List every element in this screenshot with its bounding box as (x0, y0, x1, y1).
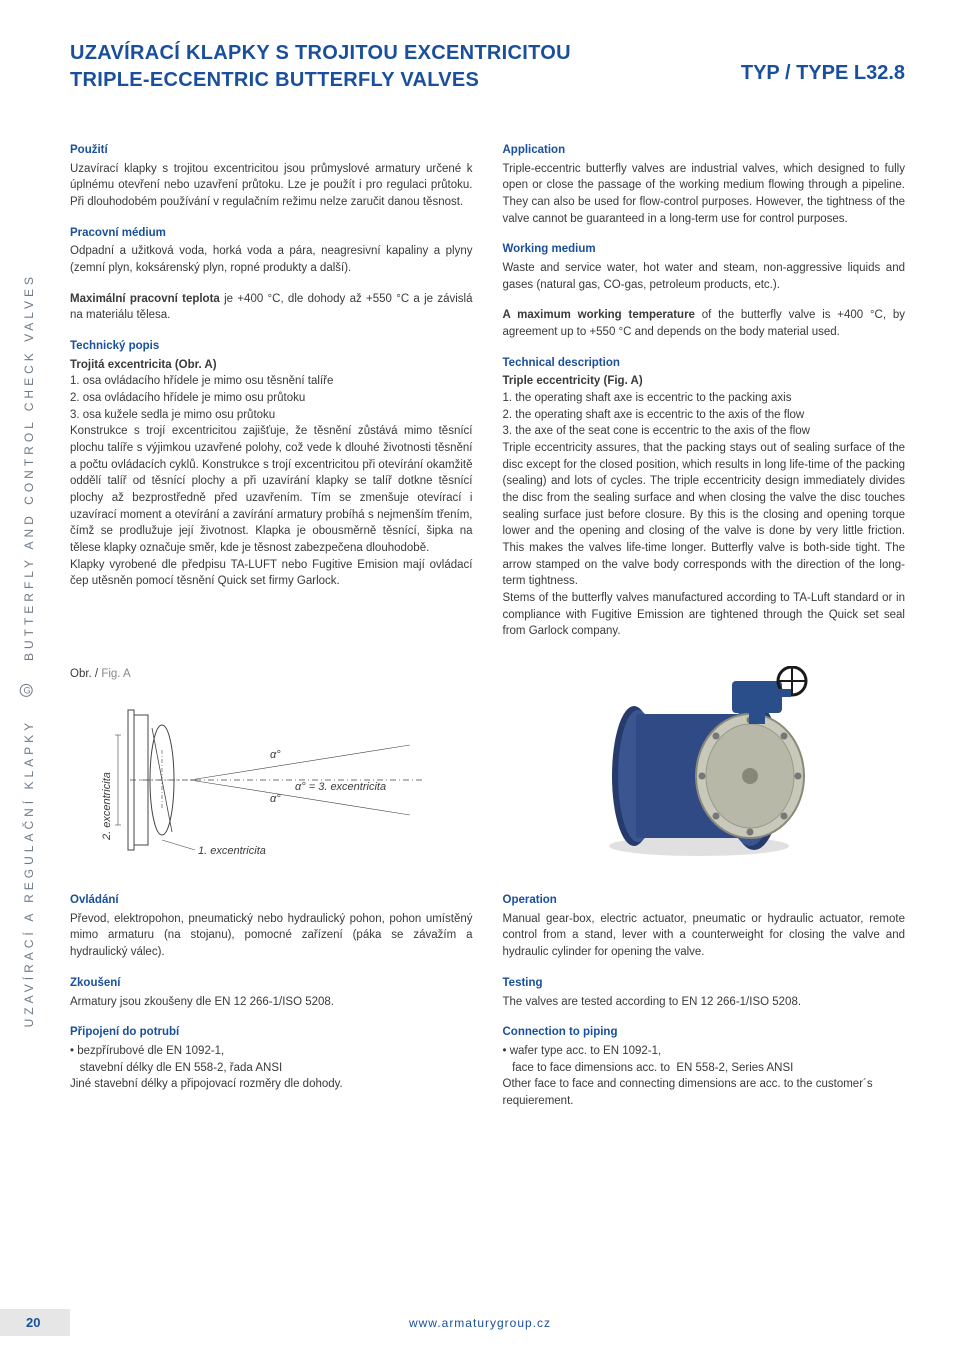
eccentricity-diagram: α° α° α° = 3. excentricita 1. excentrici… (70, 690, 430, 860)
heading-connection: Connection to piping (503, 1024, 906, 1041)
popis-item-3: 3. osa kužele sedla je mimo osu průtoku (70, 407, 473, 424)
pripojeni-2: stavební délky dle EN 558-2, řada ANSI (70, 1060, 473, 1077)
text-medium-en: Waste and service water, hot water and s… (503, 260, 906, 293)
connection-1: • wafer type acc. to EN 1092-1, (503, 1043, 906, 1060)
figure-row: Obr. / Fig. A α° α° (70, 666, 905, 866)
desc-taluft: Stems of the butterfly valves manufactur… (503, 590, 906, 640)
text-teplota: Maximální pracovní teplota je +400 °C, d… (70, 291, 473, 324)
svg-text:2. excentricita: 2. excentricita (101, 772, 113, 841)
text-pouziti: Uzavírací klapky s trojitou excentricito… (70, 161, 473, 211)
footer-url: www.armaturygroup.cz (0, 1316, 960, 1330)
desc-item-2: 2. the operating shaft axe is eccentric … (503, 407, 906, 424)
page-footer: 20 www.armaturygroup.cz (0, 1309, 960, 1336)
diagram-box: Obr. / Fig. A α° α° (70, 668, 473, 865)
heading-pripojeni: Připojení do potrubí (70, 1024, 473, 1041)
text-medium-cz: Odpadní a užitková voda, horká voda a pá… (70, 243, 473, 276)
column-english: Application Triple-eccentric butterfly v… (503, 142, 906, 640)
type-label: TYP / TYPE L32.8 (741, 62, 905, 85)
text-ovladani: Převod, elektropohon, pneumatický nebo h… (70, 911, 473, 961)
connection-3: Other face to face and connecting dimens… (503, 1076, 906, 1109)
heading-testing: Testing (503, 975, 906, 992)
figure-caption: Obr. / Fig. A (70, 668, 473, 680)
svg-text:1. excentricita: 1. excentricita (198, 845, 266, 857)
desc-item-1: 1. the operating shaft axe is eccentric … (503, 390, 906, 407)
heading-application: Application (503, 142, 906, 159)
svg-text:α°: α° (270, 793, 281, 805)
text-temp: A maximum working temperature of the but… (503, 307, 906, 340)
lower-column-english: Operation Manual gear-box, electric actu… (503, 892, 906, 1109)
heading-medium-en: Working medium (503, 241, 906, 258)
svg-text:α° = 3. excentricita: α° = 3. excentricita (295, 781, 386, 793)
pripojeni-3: Jiné stavební délky a připojovací rozměr… (70, 1076, 473, 1093)
sub-popis: Trojitá excentricita (Obr. A) (70, 357, 473, 374)
lower-columns: Ovládání Převod, elektropohon, pneumatic… (70, 892, 905, 1109)
heading-zkouseni: Zkoušení (70, 975, 473, 992)
heading-popis: Technický popis (70, 338, 473, 355)
desc-body: Triple eccentricity assures, that the pa… (503, 440, 906, 590)
desc-item-3: 3. the axe of the seat cone is eccentric… (503, 423, 906, 440)
valve-photo (503, 666, 906, 866)
text-application: Triple-eccentric butterfly valves are in… (503, 161, 906, 228)
popis-item-1: 1. osa ovládacího hřídele je mimo osu tě… (70, 373, 473, 390)
lower-column-czech: Ovládání Převod, elektropohon, pneumatic… (70, 892, 473, 1109)
vertical-side-label: UZAVÍRACÍ A REGULAČNÍ KLAPKY G BUTTERFLY… (14, 200, 42, 1100)
text-testing: The valves are tested according to EN 12… (503, 994, 906, 1011)
heading-desc: Technical description (503, 355, 906, 372)
pripojeni-1: • bezpřírubové dle EN 1092-1, (70, 1043, 473, 1060)
svg-text:G: G (24, 685, 34, 695)
text-zkouseni: Armatury jsou zkoušeny dle EN 12 266-1/I… (70, 994, 473, 1011)
heading-medium-cz: Pracovní médium (70, 225, 473, 242)
heading-ovladani: Ovládání (70, 892, 473, 909)
svg-text:α°: α° (270, 749, 281, 761)
sub-desc: Triple eccentricity (Fig. A) (503, 373, 906, 390)
popis-item-2: 2. osa ovládacího hřídele je mimo osu pr… (70, 390, 473, 407)
connection-2: face to face dimensions acc. to EN 558-2… (503, 1060, 906, 1077)
popis-taluft: Klapky vyrobené dle předpisu TA-LUFT neb… (70, 557, 473, 590)
page-header: UZAVÍRACÍ KLAPKY S TROJITOU EXCENTRICITO… (70, 40, 905, 94)
body-columns: Použití Uzavírací klapky s trojitou exce… (70, 142, 905, 640)
column-czech: Použití Uzavírací klapky s trojitou exce… (70, 142, 473, 640)
text-operation: Manual gear-box, electric actuator, pneu… (503, 911, 906, 961)
heading-operation: Operation (503, 892, 906, 909)
popis-body: Konstrukce s trojí excentricitou zajišťu… (70, 423, 473, 556)
heading-pouziti: Použití (70, 142, 473, 159)
